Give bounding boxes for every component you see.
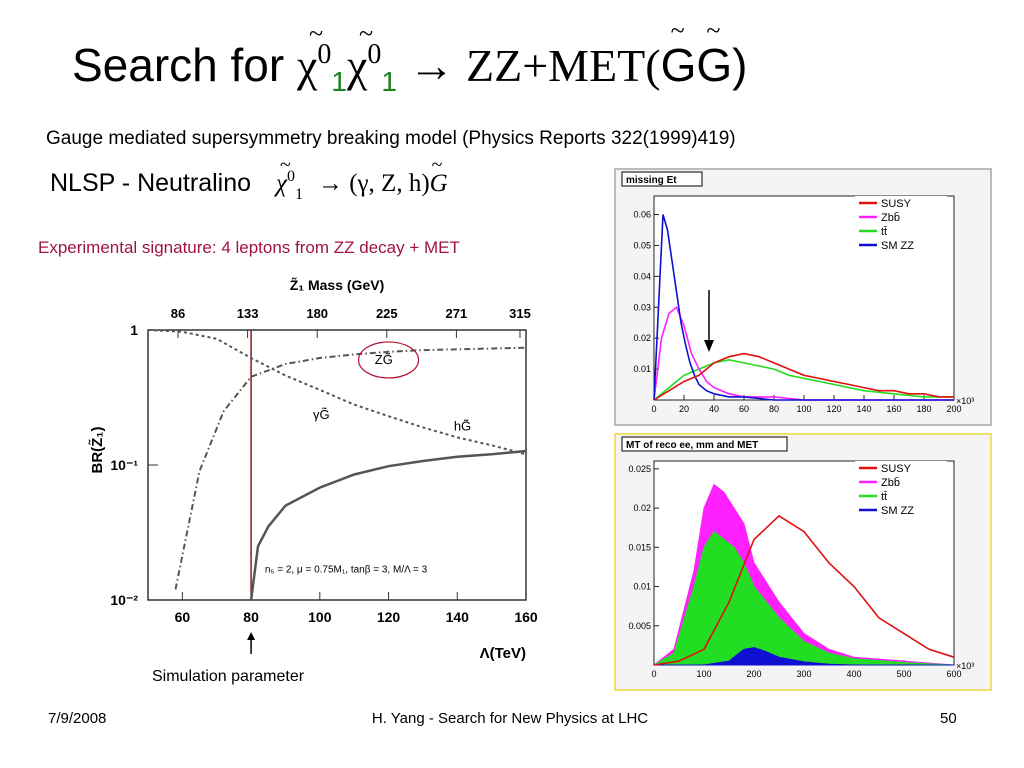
- page-number: 50: [940, 710, 957, 727]
- mt-histogram: MT of reco ee, mm and MET 0 100 200 300 400 50…: [614, 433, 992, 691]
- x-tick-label: 500: [896, 669, 911, 679]
- y-tick-label: 0.025: [628, 464, 651, 474]
- x-tick-label: 600: [946, 669, 961, 679]
- x-tick-label: 160: [886, 404, 901, 414]
- x-tick-label: 100: [696, 669, 711, 679]
- y-tick-label: 0.01: [633, 582, 651, 592]
- series-line-0: [653, 352, 954, 401]
- x-tick-label: 100: [796, 404, 811, 414]
- top-axis-title: Z̃₁ Mass (GeV): [290, 276, 384, 293]
- legend-box: [855, 196, 947, 258]
- series-label-z: ZG̃: [375, 352, 393, 367]
- legend-label: tt̄: [881, 491, 887, 503]
- footer-date: 7/9/2008: [48, 710, 107, 727]
- y-tick-label: 0.06: [633, 210, 651, 220]
- y-tick-label: 0.005: [628, 621, 651, 631]
- y-tick-label: 10⁻¹: [110, 457, 138, 473]
- x-tick-label: 120: [377, 609, 401, 625]
- missing-et-histogram: missing Et 0 20 40 60 80 100 120 140 160 180 200 0.0…: [614, 168, 992, 426]
- legend-label: Zbb̄: [881, 211, 900, 224]
- x-tick-label: 140: [446, 609, 470, 625]
- highlight-circle: [357, 341, 420, 379]
- series-area-2: [652, 530, 955, 666]
- y-tick-label: 0.02: [633, 503, 651, 513]
- nlsp-label: NLSP - Neutralino: [50, 169, 252, 197]
- x-tick-label: 200: [746, 669, 761, 679]
- y-tick-label: 0.03: [633, 302, 651, 312]
- title-neutralino-formula: ~ χ01 ~ χ01 → ZZ+MET(: [297, 19, 661, 97]
- legend-label: SM ZZ: [881, 505, 914, 517]
- series-area-3: [654, 647, 954, 666]
- x-tick-label: 20: [679, 404, 689, 414]
- x-tick-label: 120: [826, 404, 841, 414]
- legend-label: Zbb̄: [881, 476, 900, 489]
- nlsp-decay: → (γ, Z, h): [317, 170, 430, 197]
- x-tick-label: 60: [739, 404, 749, 414]
- top-tick-label: 315: [509, 306, 531, 321]
- y-tick-label: 0.01: [633, 364, 651, 374]
- top-tick-label: 271: [446, 306, 468, 321]
- series-line-2: [653, 358, 954, 401]
- series-line-1: [174, 346, 527, 590]
- x-tick-label: 140: [856, 404, 871, 414]
- y-tick-label: 0.05: [633, 240, 651, 250]
- simulation-parameter-caption: Simulation parameter: [152, 668, 305, 685]
- x-tick-label: 0: [651, 404, 656, 414]
- top-tick-label: 225: [376, 306, 398, 321]
- marker-arrow-head: [247, 632, 256, 640]
- title-box: [621, 171, 703, 187]
- branching-ratio-chart: Z̃₁ Mass (GeV) 86 133 180 225 271 315 60 80 100 12…: [88, 276, 538, 662]
- nlsp-chi: ~ χ01: [275, 154, 303, 203]
- legend-box: [855, 461, 947, 523]
- legend-label: SM ZZ: [881, 240, 914, 252]
- parameter-annotation: n₅ = 2, μ = 0.75M₁, tanβ = 3, M/Λ = 3: [265, 564, 428, 575]
- slide-title: Search for ~ χ01 ~ χ01 → ZZ+MET(~ G ~ G): [72, 16, 748, 97]
- legend-label: SUSY: [881, 198, 912, 210]
- series-label-gamma: γG̃: [313, 407, 330, 422]
- x-tick-label: 400: [846, 669, 861, 679]
- y-tick-label: 10⁻²: [110, 592, 138, 608]
- annotation-arrow-head: [704, 340, 714, 352]
- x-tick-label: 300: [796, 669, 811, 679]
- panel-title: MT of reco ee, mm and MET: [626, 440, 758, 451]
- x-multiplier: ×10³: [956, 661, 974, 671]
- plot-frame: [147, 329, 527, 601]
- series-line-2: [249, 449, 527, 601]
- series-line-1: [653, 305, 954, 401]
- nlsp-formula-row: NLSP - Neutralino ~ χ01 → (γ, Z, h) ~ G: [50, 154, 448, 204]
- x-tick-label: 180: [916, 404, 931, 414]
- series-line-0: [653, 514, 955, 666]
- panel-title: missing Et: [626, 175, 677, 186]
- top-tick-label: 180: [306, 306, 328, 321]
- nlsp-gravitino: ~ G: [429, 154, 448, 197]
- top-tick-label: 86: [171, 306, 185, 321]
- y-tick-label: 1: [130, 322, 138, 338]
- x-tick-label: 60: [175, 609, 191, 625]
- y-tick-label: 0.015: [628, 542, 651, 552]
- x-multiplier: ×10³: [956, 396, 974, 406]
- x-tick-label: 80: [243, 609, 259, 625]
- subtitle: Gauge mediated supersymmetry breaking mo…: [46, 128, 736, 149]
- y-tick-label: 0.04: [633, 271, 651, 281]
- legend-label: tt̄: [881, 226, 887, 238]
- y-tick-label: 0.02: [633, 333, 651, 343]
- legend-label: SUSY: [881, 463, 912, 475]
- top-tick-label: 133: [237, 306, 259, 321]
- x-tick-label: 80: [769, 404, 779, 414]
- footer-title: H. Yang - Search for New Physics at LHC: [371, 710, 649, 727]
- series-line-3: [653, 214, 954, 401]
- x-axis-title: Λ(TeV): [480, 645, 526, 662]
- title-box: [621, 436, 788, 452]
- x-tick-label: 200: [946, 404, 961, 414]
- y-axis-title: BR(Z̃₁): [88, 426, 106, 473]
- experimental-signature: Experimental signature: 4 leptons from Z…: [38, 238, 460, 257]
- x-tick-label: 100: [308, 609, 332, 625]
- series-line-0: [147, 329, 527, 456]
- x-tick-label: 40: [709, 404, 719, 414]
- title-text: Search for: [72, 39, 297, 91]
- x-tick-label: 160: [514, 609, 538, 625]
- x-tick-label: 0: [651, 669, 656, 679]
- series-label-h: hG̃: [454, 418, 471, 433]
